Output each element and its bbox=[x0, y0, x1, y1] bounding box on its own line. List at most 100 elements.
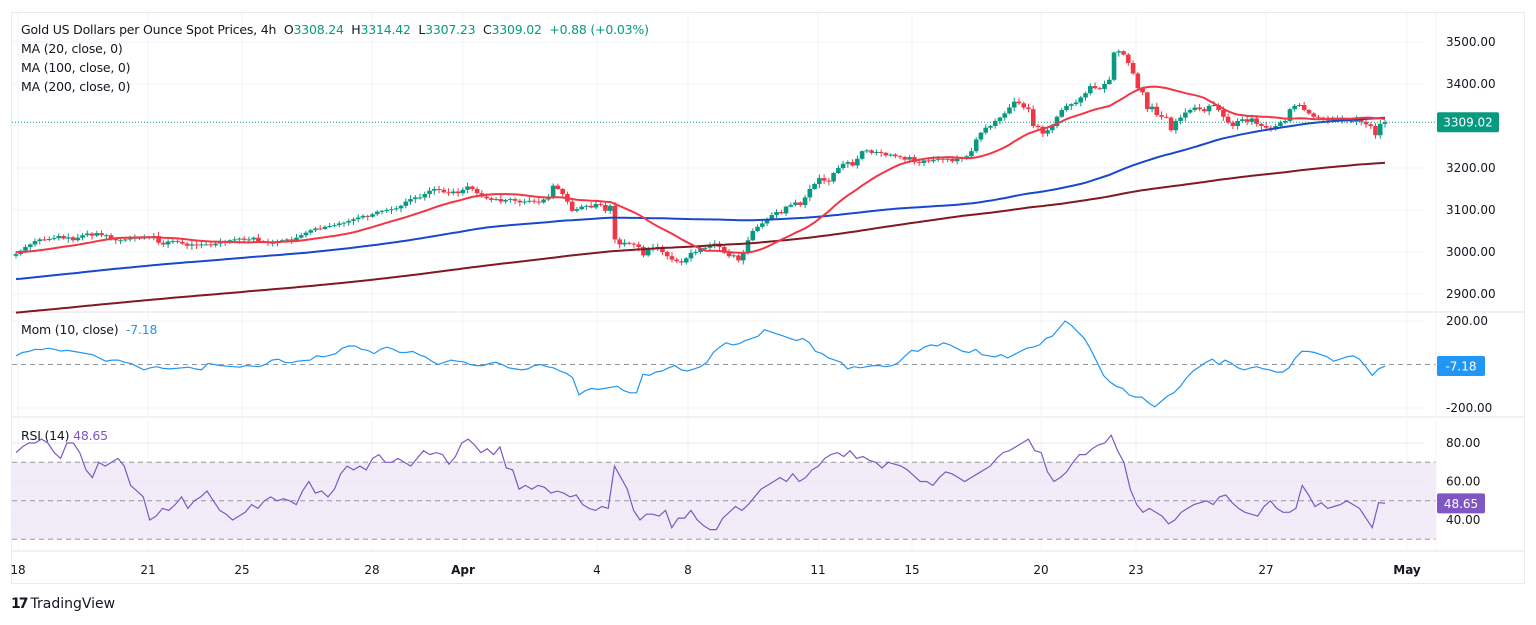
rsi-current-value: 48.65 bbox=[73, 428, 108, 443]
candle-body bbox=[522, 201, 527, 203]
candle-body bbox=[664, 252, 670, 257]
candle-body bbox=[389, 209, 394, 211]
rsi-value-badge bbox=[1437, 493, 1485, 514]
candle-body bbox=[836, 168, 841, 174]
candle-body bbox=[817, 178, 822, 184]
candle-body bbox=[1087, 86, 1093, 94]
candle-body bbox=[161, 242, 166, 245]
candle-body bbox=[470, 186, 475, 189]
momentum-legend[interactable]: Mom (10, close) -7.18 bbox=[21, 322, 157, 337]
candle-body bbox=[1221, 110, 1226, 117]
candle-body bbox=[241, 238, 247, 240]
candle-body bbox=[935, 158, 941, 160]
candle-body bbox=[127, 238, 133, 240]
candle-body bbox=[1278, 122, 1283, 126]
candle-body bbox=[831, 173, 836, 182]
candle-body bbox=[189, 244, 195, 246]
candle-body bbox=[1254, 118, 1259, 124]
symbol-legend: Gold US Dollars per Ounce Spot Prices, 4… bbox=[21, 22, 649, 37]
candle-body bbox=[802, 197, 808, 205]
candle-body bbox=[1287, 109, 1293, 121]
candle-body bbox=[560, 189, 565, 195]
candle-body bbox=[279, 240, 285, 242]
x-tick-label: May bbox=[1393, 563, 1421, 577]
candle-body bbox=[845, 162, 851, 164]
candle-body bbox=[1021, 103, 1027, 108]
tradingview-name: TradingView bbox=[30, 596, 116, 612]
candle-body bbox=[992, 120, 998, 126]
candle-body bbox=[726, 252, 732, 257]
candle-body bbox=[1230, 122, 1236, 126]
candle-body bbox=[165, 241, 171, 245]
candle-body bbox=[550, 185, 556, 197]
candle-body bbox=[360, 215, 366, 218]
candle-body bbox=[1016, 101, 1022, 104]
candle-body bbox=[1121, 51, 1126, 55]
candle-body bbox=[1040, 126, 1046, 134]
candle-body bbox=[317, 228, 323, 230]
candle-body bbox=[826, 180, 832, 182]
candle-body bbox=[298, 235, 304, 238]
rsi-legend[interactable]: RSI (14) 48.65 bbox=[21, 428, 108, 443]
candle-body bbox=[626, 242, 632, 244]
candle-body bbox=[1192, 107, 1198, 111]
candle-body bbox=[118, 240, 123, 242]
candle-body bbox=[1263, 126, 1269, 128]
candle-body bbox=[436, 189, 442, 190]
candle-body bbox=[612, 205, 618, 240]
candle-body bbox=[1054, 116, 1060, 126]
momentum-title: Mom (10, close) bbox=[21, 322, 119, 337]
low-label: L bbox=[418, 22, 426, 37]
candle-body bbox=[1297, 105, 1302, 106]
ma100-legend[interactable]: MA (100, close, 0) bbox=[21, 60, 131, 75]
open-value: 3308.24 bbox=[293, 22, 344, 37]
candle-body bbox=[850, 162, 855, 166]
candle-body bbox=[441, 189, 447, 193]
candle-body bbox=[99, 233, 104, 236]
candle-body bbox=[61, 236, 66, 239]
candle-body bbox=[1097, 88, 1103, 90]
candle-body bbox=[256, 237, 261, 242]
candle-body bbox=[85, 233, 90, 236]
candle-body bbox=[983, 127, 989, 133]
candle-body bbox=[1202, 109, 1207, 112]
candle-body bbox=[988, 126, 993, 128]
candle-body bbox=[755, 226, 760, 231]
tradingview-brand[interactable]: 17 TradingView bbox=[11, 596, 115, 612]
candle-body bbox=[398, 205, 404, 209]
candle-body bbox=[489, 198, 494, 200]
candle-body bbox=[1301, 105, 1307, 111]
ma20-legend[interactable]: MA (20, close, 0) bbox=[21, 41, 123, 56]
x-tick-label: Apr bbox=[451, 563, 475, 577]
candle-body bbox=[451, 191, 456, 194]
candle-body bbox=[1073, 102, 1079, 105]
rsi-value-label: 48.65 bbox=[1444, 497, 1478, 511]
candle-body bbox=[355, 217, 361, 220]
ma200-legend[interactable]: MA (200, close, 0) bbox=[21, 79, 131, 94]
candle-body bbox=[779, 212, 784, 214]
candle-body bbox=[42, 239, 47, 241]
candle-body bbox=[1211, 105, 1217, 106]
candle-body bbox=[588, 205, 594, 208]
candle-body bbox=[641, 246, 646, 256]
candle-body bbox=[1259, 123, 1264, 126]
candle-body bbox=[793, 202, 798, 205]
price-axis-label: 3400.00 bbox=[1446, 77, 1496, 91]
candle-body bbox=[931, 159, 936, 162]
candle-body bbox=[308, 230, 314, 233]
candle-body bbox=[32, 241, 38, 245]
x-tick-label: 15 bbox=[904, 563, 919, 577]
ma100-line bbox=[15, 116, 1386, 280]
candle-body bbox=[693, 252, 699, 253]
candle-body bbox=[284, 239, 290, 241]
candle-body bbox=[460, 189, 466, 194]
candles-group bbox=[13, 49, 1388, 266]
candle-body bbox=[683, 258, 689, 263]
momentum-axis-label: -200.00 bbox=[1446, 401, 1492, 415]
candle-body bbox=[912, 157, 917, 163]
candle-body bbox=[1002, 113, 1008, 118]
candle-body bbox=[80, 235, 85, 238]
candle-body bbox=[1240, 119, 1245, 121]
momentum-value-label: -7.18 bbox=[1445, 360, 1476, 374]
